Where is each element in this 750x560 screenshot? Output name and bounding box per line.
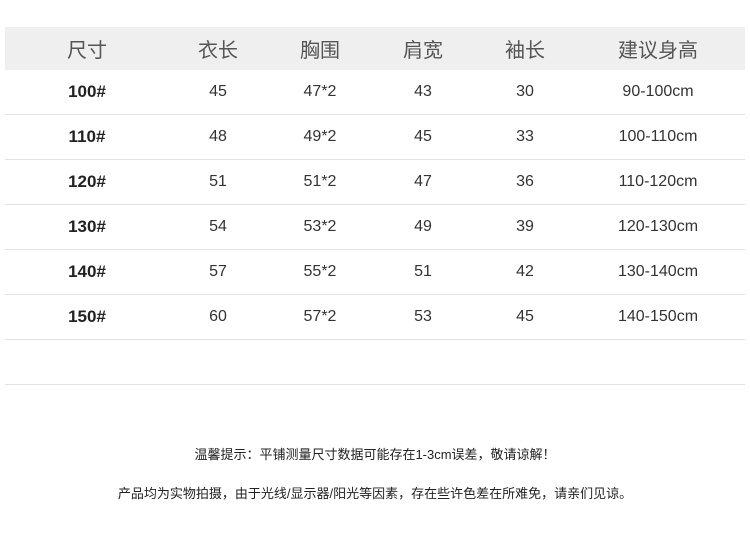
value-cell: 110-120cm	[618, 173, 698, 190]
value-cell: 36	[516, 173, 534, 190]
value-cell: 48	[209, 128, 227, 145]
table-row: 150# 60 57*2 53 45 140-150cm	[5, 295, 745, 340]
size-cell: 130#	[68, 217, 106, 236]
value-cell: 120-130cm	[617, 218, 699, 235]
value-cell: 55*2	[303, 263, 337, 280]
size-cell: 150#	[68, 307, 106, 326]
header-shoulder: 肩宽	[403, 40, 443, 62]
value-cell: 53	[414, 308, 432, 325]
value-cell: 45	[414, 128, 432, 145]
tip-note: 温馨提示：平铺测量尺寸数据可能存在1-3cm误差，敬请谅解！	[194, 447, 556, 462]
value-cell: 45	[209, 83, 227, 100]
header-sleeve: 袖长	[505, 40, 545, 62]
value-cell: 51	[414, 263, 432, 280]
empty-row	[5, 340, 745, 385]
header-chest: 胸围	[300, 40, 340, 62]
disclaimer-note: 产品均为实物拍摄，由于光线/显示器/阳光等因素，存在些许色差在所难免，请亲们见谅…	[117, 486, 633, 501]
size-cell: 100#	[68, 82, 106, 101]
value-cell: 57	[209, 263, 227, 280]
value-cell: 100-110cm	[618, 128, 698, 145]
value-cell: 33	[516, 128, 534, 145]
size-cell: 140#	[68, 262, 106, 281]
value-cell: 90-100cm	[622, 83, 694, 100]
value-cell: 140-150cm	[617, 308, 699, 325]
value-cell: 47*2	[303, 83, 337, 100]
value-cell: 130-140cm	[617, 263, 699, 280]
table-row: 130# 54 53*2 49 39 120-130cm	[5, 205, 745, 250]
value-cell: 49	[414, 218, 432, 235]
value-cell: 43	[414, 83, 432, 100]
value-cell: 30	[516, 83, 534, 100]
header-height: 建议身高	[618, 40, 698, 62]
table-header: 尺寸 衣长 胸围 肩宽 袖长 建议身高	[5, 27, 745, 70]
value-cell: 60	[209, 308, 227, 325]
value-cell: 57*2	[303, 308, 337, 325]
table-row: 120# 51 51*2 47 36 110-120cm	[5, 160, 745, 205]
header-length: 衣长	[198, 40, 238, 62]
value-cell: 49*2	[303, 128, 337, 145]
value-cell: 45	[516, 308, 534, 325]
table-row: 110# 48 49*2 45 33 100-110cm	[5, 115, 745, 160]
table-row: 100# 45 47*2 43 30 90-100cm	[5, 70, 745, 115]
value-cell: 39	[516, 218, 534, 235]
size-cell: 120#	[68, 172, 106, 191]
value-cell: 47	[414, 173, 432, 190]
table-row: 140# 57 55*2 51 42 130-140cm	[5, 250, 745, 295]
value-cell: 51*2	[303, 173, 337, 190]
value-cell: 51	[209, 173, 227, 190]
value-cell: 42	[516, 263, 534, 280]
size-cell: 110#	[68, 127, 106, 146]
size-chart-table: 尺寸 衣长 胸围 肩宽 袖长 建议身高 100# 45 47*2 43 30 90-100…	[5, 27, 745, 385]
value-cell: 54	[209, 218, 227, 235]
value-cell: 53*2	[303, 218, 337, 235]
header-size: 尺寸	[67, 40, 107, 62]
